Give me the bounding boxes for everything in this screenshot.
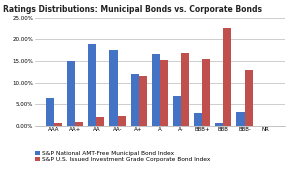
Bar <box>67 61 75 126</box>
Bar <box>139 76 147 126</box>
Bar <box>96 117 104 126</box>
Bar <box>202 59 210 126</box>
Bar <box>109 50 118 126</box>
Bar <box>173 96 181 126</box>
Legend: S&P National AMT-Free Municipal Bond Index, S&P U.S. Issued Investment Grade Cor: S&P National AMT-Free Municipal Bond Ind… <box>35 151 210 162</box>
Bar <box>46 98 54 126</box>
Bar <box>75 122 83 126</box>
Bar <box>223 28 231 126</box>
Bar <box>152 54 160 126</box>
Bar <box>181 53 189 126</box>
Bar <box>160 60 168 126</box>
Bar <box>118 116 126 126</box>
Bar <box>54 123 62 126</box>
Bar <box>131 74 139 126</box>
Bar <box>194 113 202 126</box>
Bar <box>245 70 253 126</box>
Text: Ratings Distributions: Municipal Bonds vs. Corporate Bonds: Ratings Distributions: Municipal Bonds v… <box>3 5 262 14</box>
Bar <box>215 123 223 126</box>
Bar <box>236 112 245 126</box>
Bar <box>88 44 96 126</box>
